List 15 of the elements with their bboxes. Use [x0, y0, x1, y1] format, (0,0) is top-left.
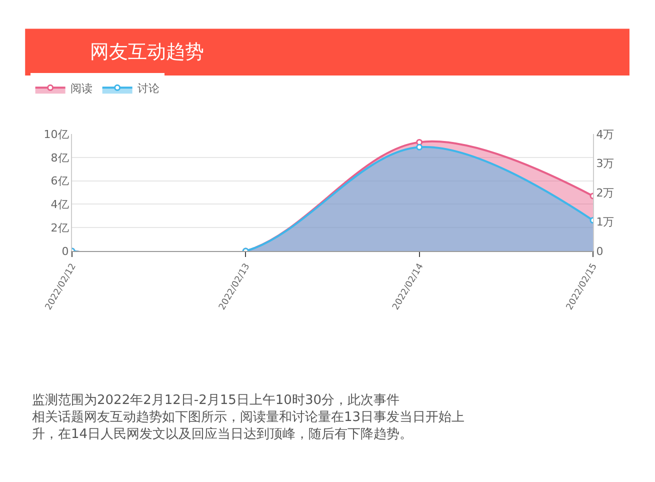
y2-tick-label: 4万: [596, 128, 614, 141]
y-tick-label: 6亿: [50, 174, 69, 188]
y-tick-label: 0: [62, 244, 69, 258]
legend-label: 讨论: [137, 82, 160, 95]
y-tick-label: 8亿: [50, 151, 69, 164]
y2-tick-label: 0: [596, 244, 604, 258]
y-tick-label: 4亿: [50, 198, 69, 212]
y2-tick-label: 3万: [596, 157, 614, 170]
legend-label: 阅读: [70, 82, 92, 95]
y2-tick-label: 1万: [596, 216, 614, 229]
y-tick-label: 2亿: [50, 221, 69, 234]
text: 监测范围为2022年2月12日-2月15日上午10时30分，此次事件相关话题网友互动趋势如下图所示，阅读量和讨论量在13日事发当日开始上升，在14日人民网发文以及回应当日达到顶峰，随后有下降趋势。: [32, 393, 465, 442]
chart-title: 网友互动趋势: [90, 41, 204, 63]
y-tick-label: 10亿: [44, 128, 69, 141]
y2-tick-label: 2万: [596, 186, 614, 200]
